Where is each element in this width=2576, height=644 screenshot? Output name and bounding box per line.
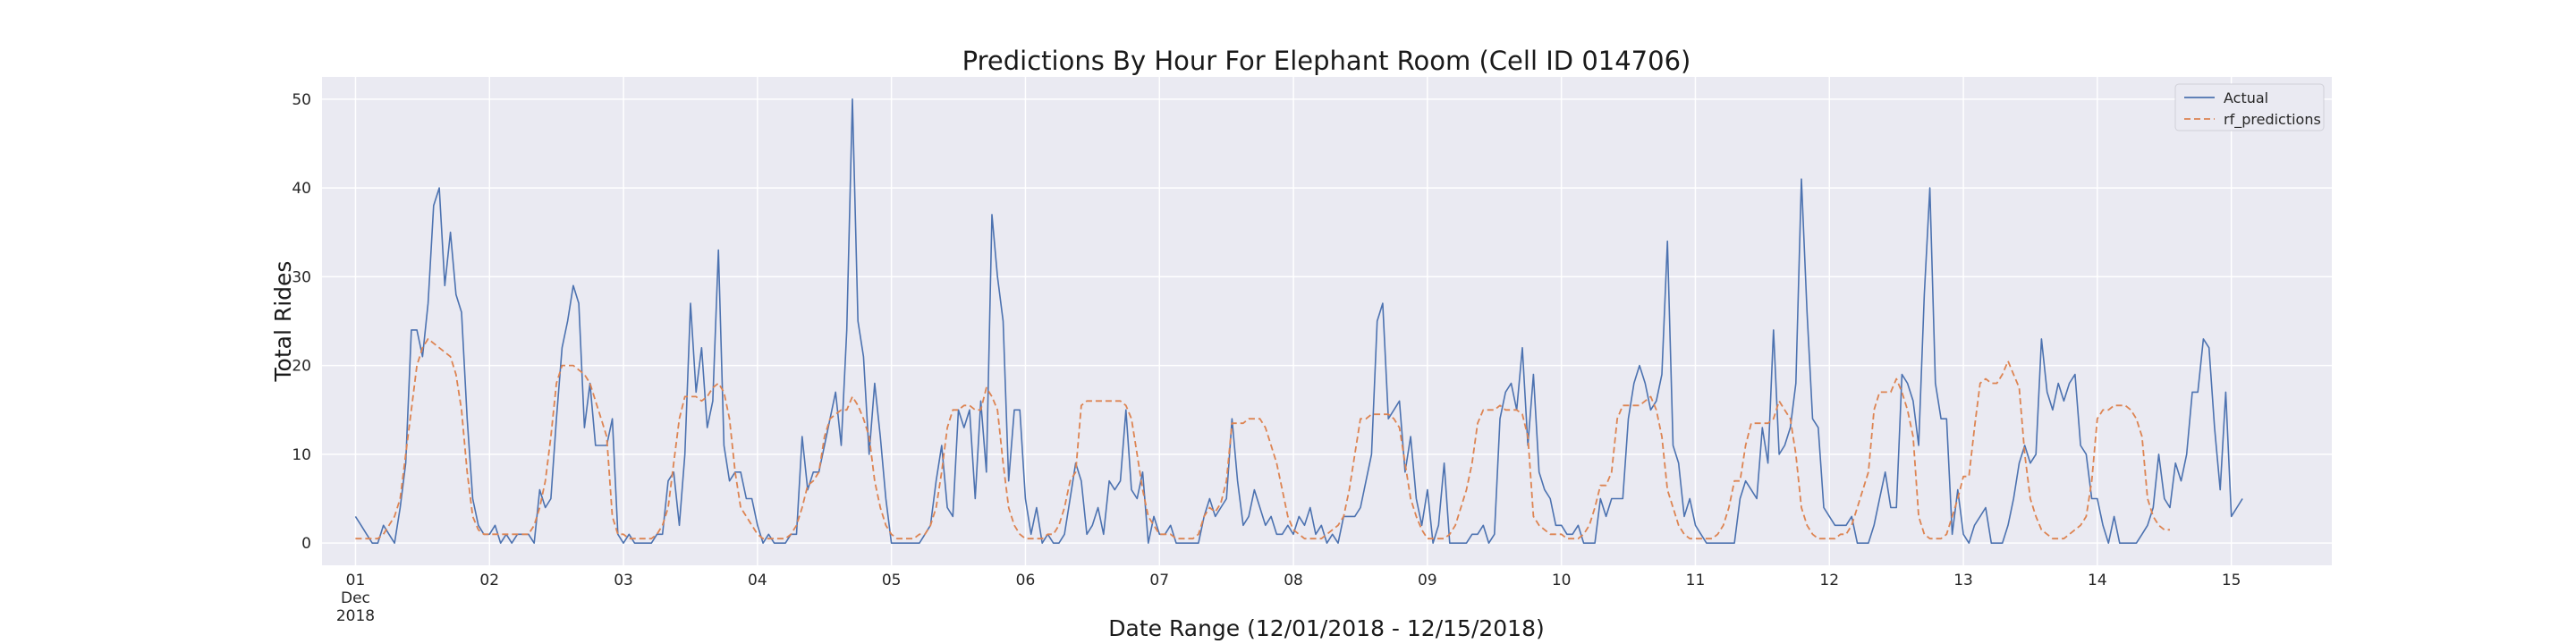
x-tick-label: 12: [1819, 572, 1839, 589]
x-tick-label: 11: [1686, 572, 1706, 589]
grid-lines: [322, 77, 2332, 565]
x-tick-label: 13: [1953, 572, 1973, 589]
x-axis-ticks: 01 Dec 2018 02 03 04 05 06 07 08 09 10 11 12 13 14 15: [336, 572, 2241, 625]
x-tick-label: 07: [1149, 572, 1169, 589]
y-tick-label: 50: [292, 91, 311, 109]
y-axis-label: Total Rides: [270, 261, 296, 383]
x-tick-label: 01 Dec 2018: [336, 572, 375, 625]
y-tick-label: 20: [292, 358, 311, 376]
series-line-rf-predictions: [355, 337, 2170, 540]
x-tick-label: 04: [748, 572, 767, 589]
legend: Actual rf_predictions: [2174, 83, 2325, 131]
plot-area: [322, 77, 2332, 565]
x-tick-label: 06: [1016, 572, 1036, 589]
x-tick-label: 03: [614, 572, 633, 589]
x-tick-label: 08: [1284, 572, 1303, 589]
y-tick-label: 40: [292, 180, 311, 198]
x-tick-label: 15: [2222, 572, 2241, 589]
x-tick-label: 10: [1552, 572, 1572, 589]
series-line-actual: [354, 98, 2243, 545]
legend-label: Actual: [2224, 89, 2268, 106]
x-tick-label: 05: [882, 572, 902, 589]
chart-title: Predictions By Hour For Elephant Room (C…: [962, 46, 1691, 76]
x-axis-label: Date Range (12/01/2018 - 12/15/2018): [1108, 615, 1545, 641]
x-tick-label: 14: [2088, 572, 2107, 589]
x-tick-label: 02: [479, 572, 499, 589]
legend-box: [2174, 83, 2325, 131]
y-tick-label: 0: [301, 535, 311, 553]
y-axis-ticks: 0 10 20 30 40 50: [292, 91, 311, 553]
series-lines: [354, 98, 2243, 545]
legend-label: rf_predictions: [2224, 111, 2321, 129]
y-tick-label: 10: [292, 446, 311, 464]
x-tick-label: 09: [1418, 572, 1437, 589]
y-tick-label: 30: [292, 268, 311, 286]
